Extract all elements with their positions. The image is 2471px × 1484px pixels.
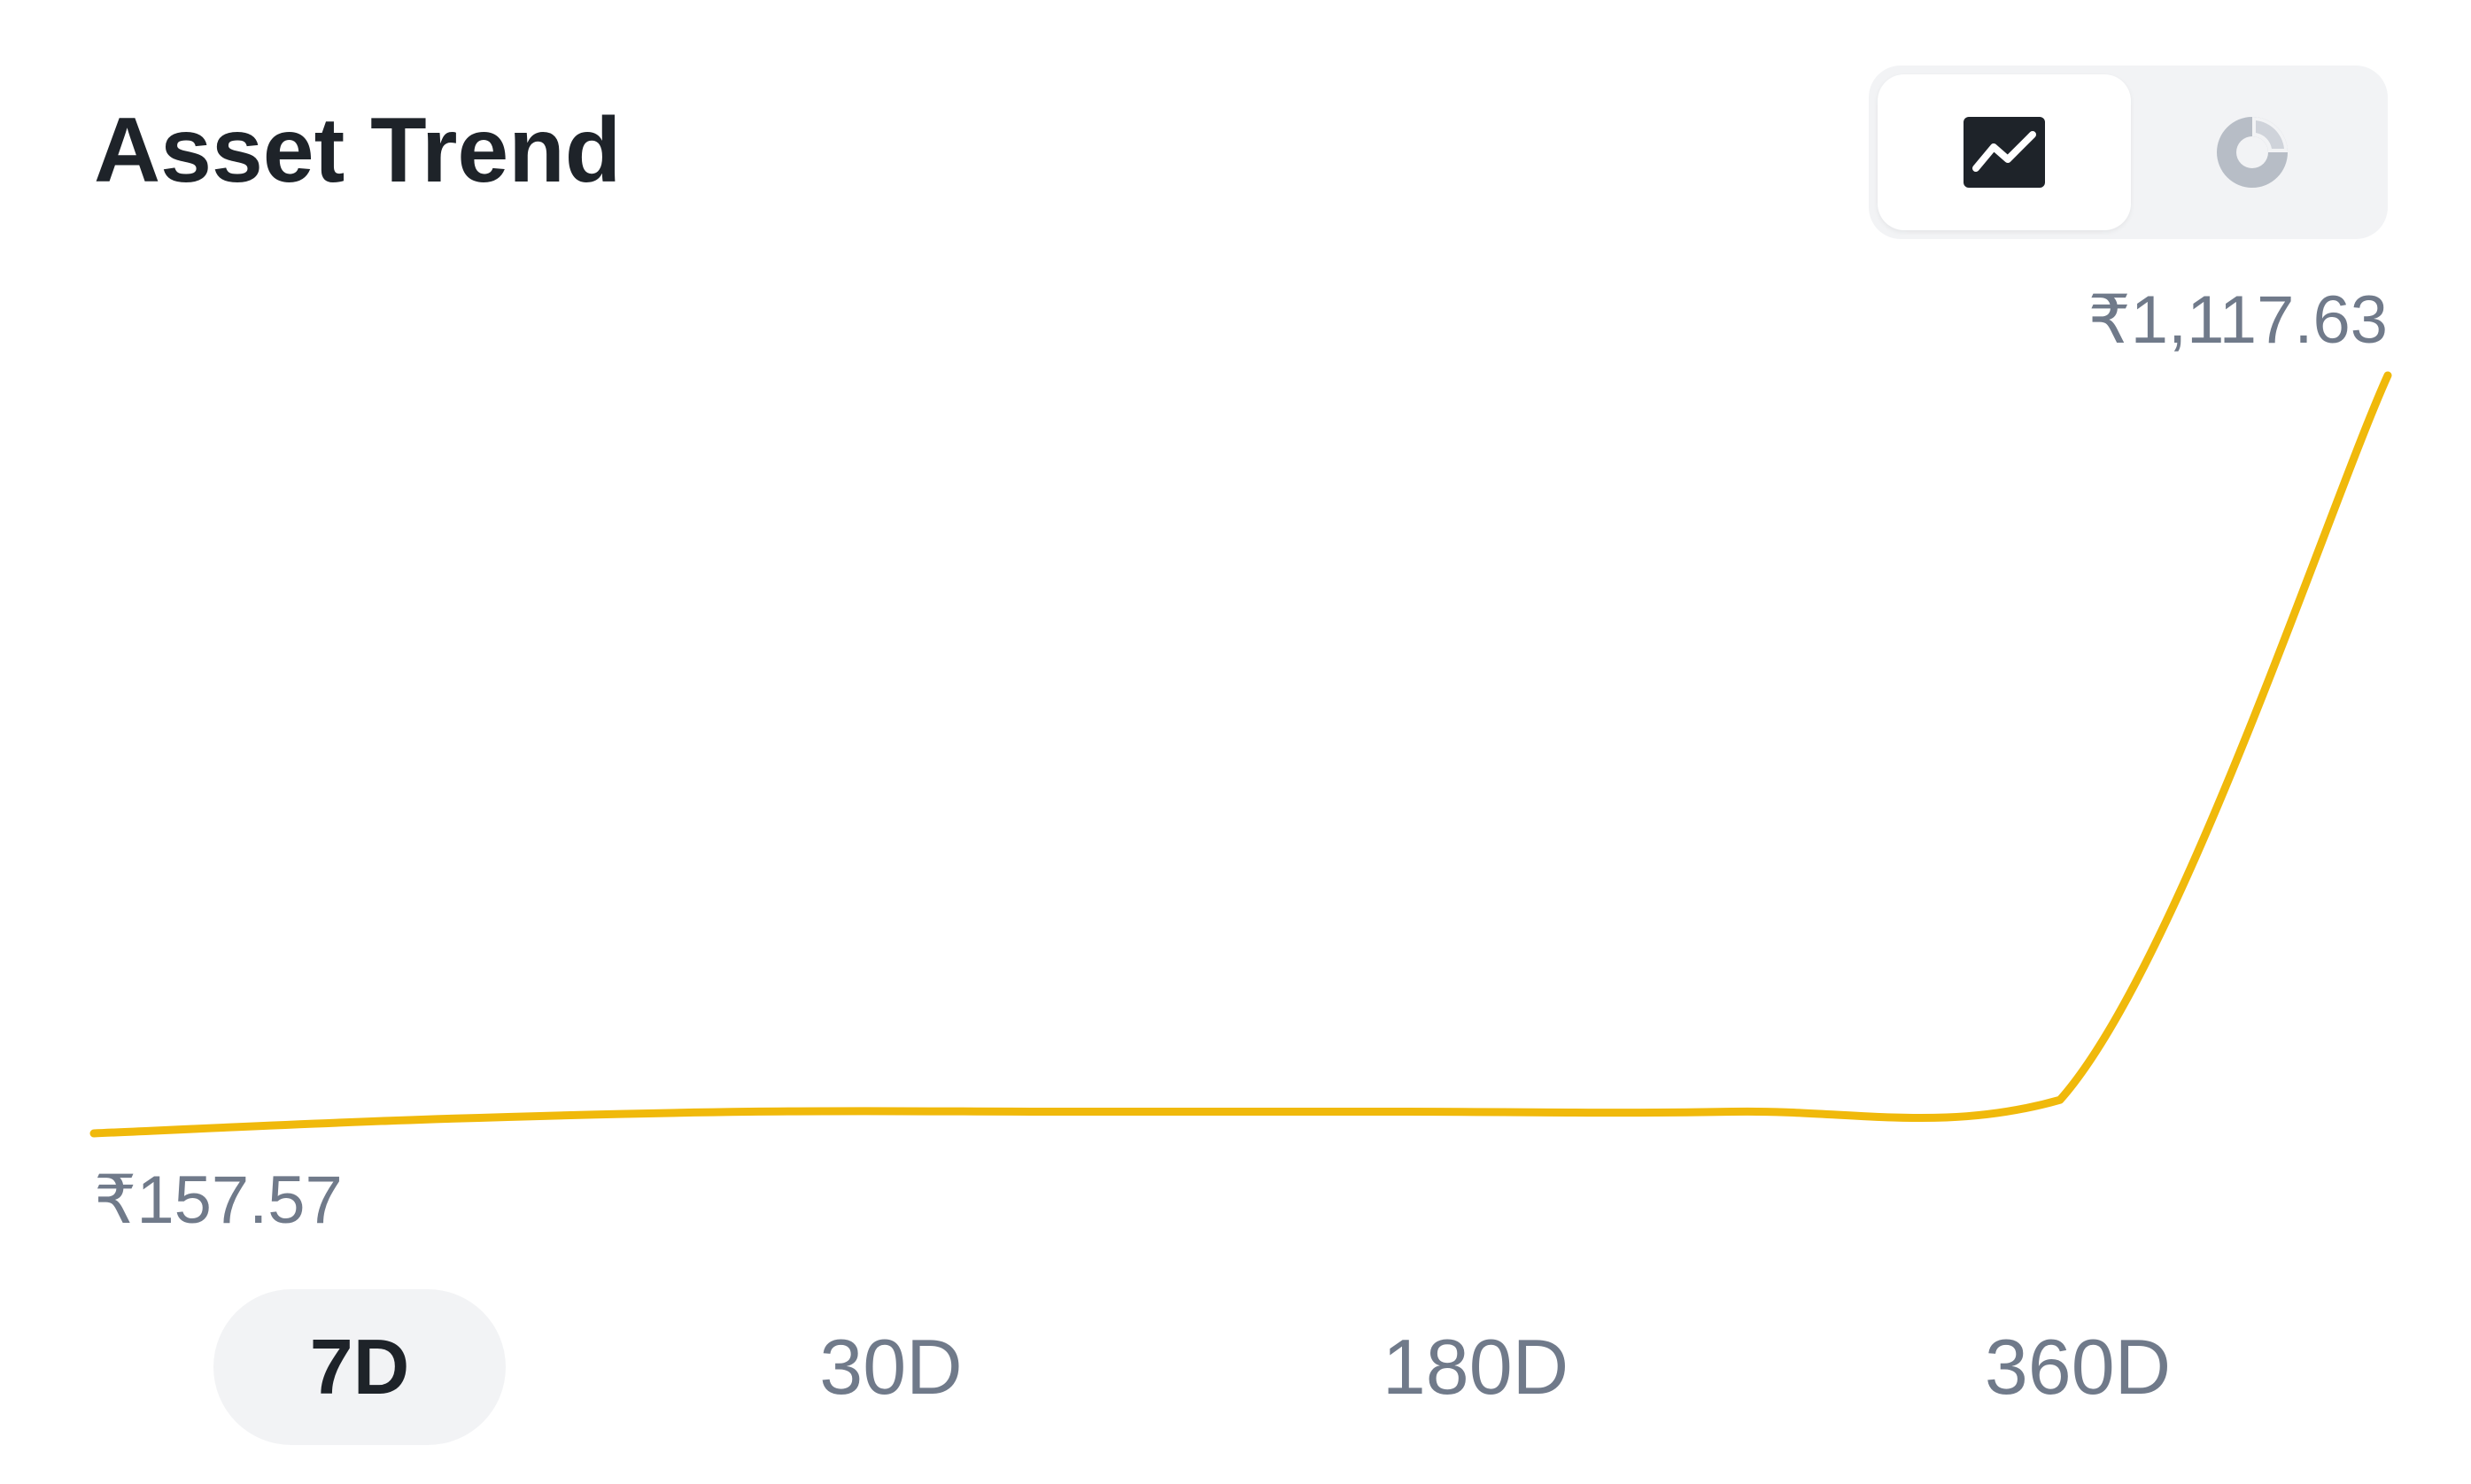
time-range-selector: 7D 30D 180D 360D <box>0 1289 2471 1445</box>
time-range-360d-button[interactable]: 360D <box>1984 1323 2172 1411</box>
trend-series-line <box>89 371 2392 1138</box>
chart-min-value-label: ₹157.57 <box>94 1163 343 1238</box>
time-range-7d-button[interactable]: 7D <box>213 1289 506 1445</box>
time-range-180d-button[interactable]: 180D <box>1382 1323 1569 1411</box>
pie-chart-toggle-button[interactable] <box>2126 74 2379 230</box>
time-range-30d-button[interactable]: 30D <box>819 1323 963 1411</box>
chart-max-value-label: ₹1,117.63 <box>2088 282 2388 358</box>
line-chart-icon <box>1964 117 2045 188</box>
line-chart-toggle-button[interactable] <box>1878 74 2131 230</box>
chart-view-toggle <box>1869 66 2388 239</box>
pie-chart-icon <box>2217 117 2288 188</box>
page-title: Asset Trend <box>94 99 622 202</box>
